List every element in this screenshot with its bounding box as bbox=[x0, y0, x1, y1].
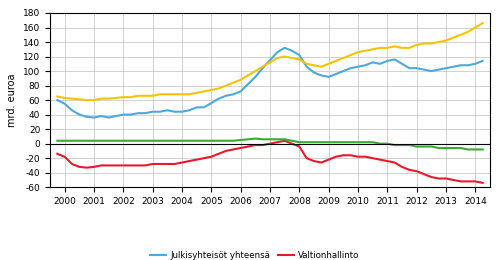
Legend: Julkisyhteisöt yhteensä, Paikallishallinto, Valtionhallinto, Sosiaaliturvarahast: Julkisyhteisöt yhteensä, Paikallishallin… bbox=[146, 247, 394, 260]
Sosiaaliturvarahastot bbox=[172, 93, 177, 96]
Valtionhallinto bbox=[69, 162, 75, 166]
Valtionhallinto bbox=[54, 152, 60, 155]
Julkisyhteisöt yhteensä bbox=[289, 49, 295, 52]
Sosiaaliturvarahastot bbox=[480, 22, 486, 25]
Paikallishallinto bbox=[69, 139, 75, 142]
Sosiaaliturvarahastot bbox=[84, 99, 89, 102]
Sosiaaliturvarahastot bbox=[69, 97, 75, 100]
Line: Julkisyhteisöt yhteensä: Julkisyhteisöt yhteensä bbox=[58, 48, 482, 118]
Julkisyhteisöt yhteensä bbox=[377, 62, 383, 65]
Line: Paikallishallinto: Paikallishallinto bbox=[58, 139, 482, 150]
Valtionhallinto bbox=[274, 141, 280, 144]
Sosiaaliturvarahastot bbox=[106, 97, 112, 100]
Paikallishallinto bbox=[164, 139, 170, 142]
Julkisyhteisöt yhteensä bbox=[91, 116, 97, 119]
Julkisyhteisöt yhteensä bbox=[54, 99, 60, 102]
Paikallishallinto bbox=[120, 139, 126, 142]
Line: Sosiaaliturvarahastot: Sosiaaliturvarahastot bbox=[58, 23, 482, 100]
Paikallishallinto bbox=[282, 138, 288, 141]
Julkisyhteisöt yhteensä bbox=[128, 113, 134, 116]
Paikallishallinto bbox=[370, 141, 376, 144]
Y-axis label: mrd. euroa: mrd. euroa bbox=[8, 73, 18, 127]
Julkisyhteisöt yhteensä bbox=[106, 116, 112, 119]
Paikallishallinto bbox=[98, 139, 104, 142]
Valtionhallinto bbox=[164, 162, 170, 166]
Valtionhallinto bbox=[120, 164, 126, 167]
Sosiaaliturvarahastot bbox=[282, 55, 288, 58]
Sosiaaliturvarahastot bbox=[370, 48, 376, 51]
Julkisyhteisöt yhteensä bbox=[172, 110, 177, 113]
Sosiaaliturvarahastot bbox=[128, 96, 134, 99]
Line: Valtionhallinto: Valtionhallinto bbox=[58, 141, 482, 183]
Paikallishallinto bbox=[465, 148, 471, 151]
Paikallishallinto bbox=[480, 148, 486, 151]
Valtionhallinto bbox=[370, 157, 376, 160]
Valtionhallinto bbox=[282, 139, 288, 142]
Sosiaaliturvarahastot bbox=[54, 95, 60, 98]
Paikallishallinto bbox=[252, 137, 258, 140]
Julkisyhteisöt yhteensä bbox=[69, 109, 75, 112]
Paikallishallinto bbox=[54, 139, 60, 142]
Valtionhallinto bbox=[98, 164, 104, 167]
Julkisyhteisöt yhteensä bbox=[480, 59, 486, 62]
Julkisyhteisöt yhteensä bbox=[282, 46, 288, 49]
Valtionhallinto bbox=[480, 181, 486, 184]
